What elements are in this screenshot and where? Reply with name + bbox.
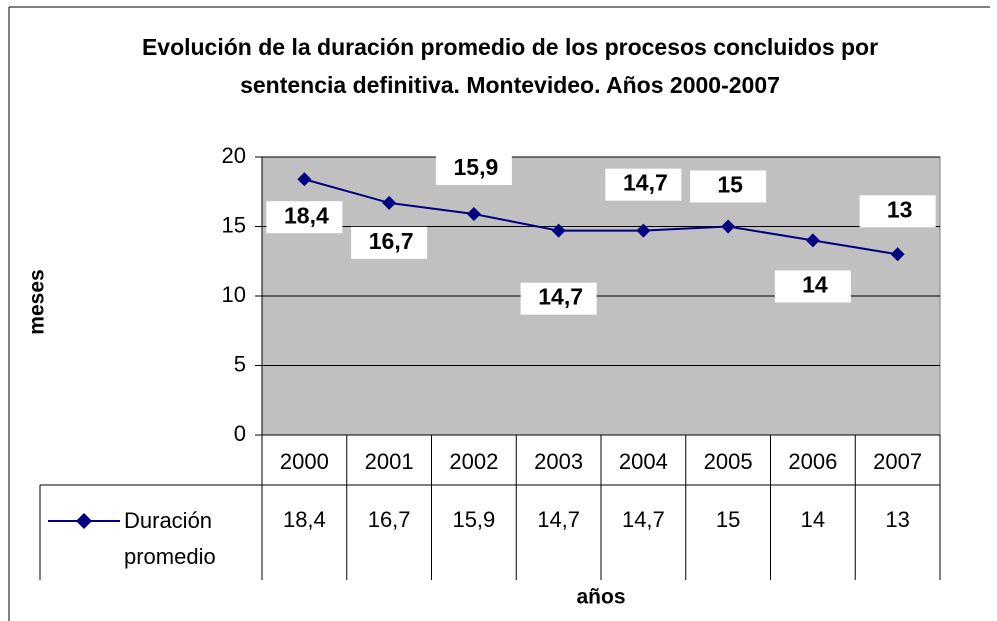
- data-point: [382, 195, 397, 210]
- data-label-bg: [690, 170, 767, 203]
- data-label-bg: [266, 201, 343, 234]
- data-label: 14,7: [538, 284, 583, 310]
- data-label-bg: [774, 270, 851, 303]
- data-point: [297, 172, 312, 187]
- x-tick-label: 2002: [449, 449, 498, 474]
- y-tick-label: 5: [234, 351, 246, 376]
- data-label-bg: [351, 226, 428, 259]
- data-label-bg: [859, 195, 936, 228]
- data-point: [721, 219, 736, 234]
- data-point: [466, 206, 481, 221]
- data-label-bg: [435, 152, 512, 185]
- data-point: [890, 247, 905, 262]
- data-point: [805, 233, 820, 248]
- data-label-bg: [520, 282, 597, 315]
- y-axis-label: meses: [26, 269, 49, 334]
- legend-marker: [76, 513, 92, 529]
- data-label: 14,7: [623, 170, 668, 196]
- data-label: 13: [887, 196, 913, 222]
- data-label: 14: [802, 271, 828, 297]
- legend-label: Duración promedio: [124, 508, 216, 569]
- y-tick-label: 20: [222, 143, 246, 168]
- data-label: 15: [717, 172, 743, 198]
- x-tick-label: 2001: [365, 449, 414, 474]
- table-value: 14: [801, 507, 825, 532]
- series-line: [304, 178, 898, 256]
- data-point: [636, 223, 651, 238]
- x-tick-label: 2000: [280, 449, 329, 474]
- data-label: 15,9: [453, 154, 498, 180]
- table-value: 15,9: [452, 507, 495, 532]
- data-label: 16,7: [369, 228, 414, 254]
- y-tick-label: 0: [234, 421, 246, 446]
- x-axis-label: años: [576, 586, 625, 609]
- x-tick-label: 2007: [873, 449, 922, 474]
- table-value: 14,7: [537, 507, 580, 532]
- table-value: 13: [885, 507, 909, 532]
- data-label-bg: [605, 168, 682, 201]
- data-point: [551, 223, 566, 238]
- chart-title: Evolución de la duración promedio de los…: [141, 34, 879, 98]
- table-value: 14,7: [622, 507, 665, 532]
- x-tick-label: 2003: [534, 449, 583, 474]
- x-tick-label: 2004: [619, 449, 668, 474]
- y-tick-label: 15: [222, 212, 246, 237]
- table-value: 15: [716, 507, 740, 532]
- table-value: 18,4: [283, 507, 326, 532]
- x-tick-label: 2006: [788, 449, 837, 474]
- x-tick-label: 2005: [704, 449, 753, 474]
- table-value: 16,7: [368, 507, 411, 532]
- y-tick-label: 10: [222, 282, 246, 307]
- data-label: 18,4: [284, 202, 329, 228]
